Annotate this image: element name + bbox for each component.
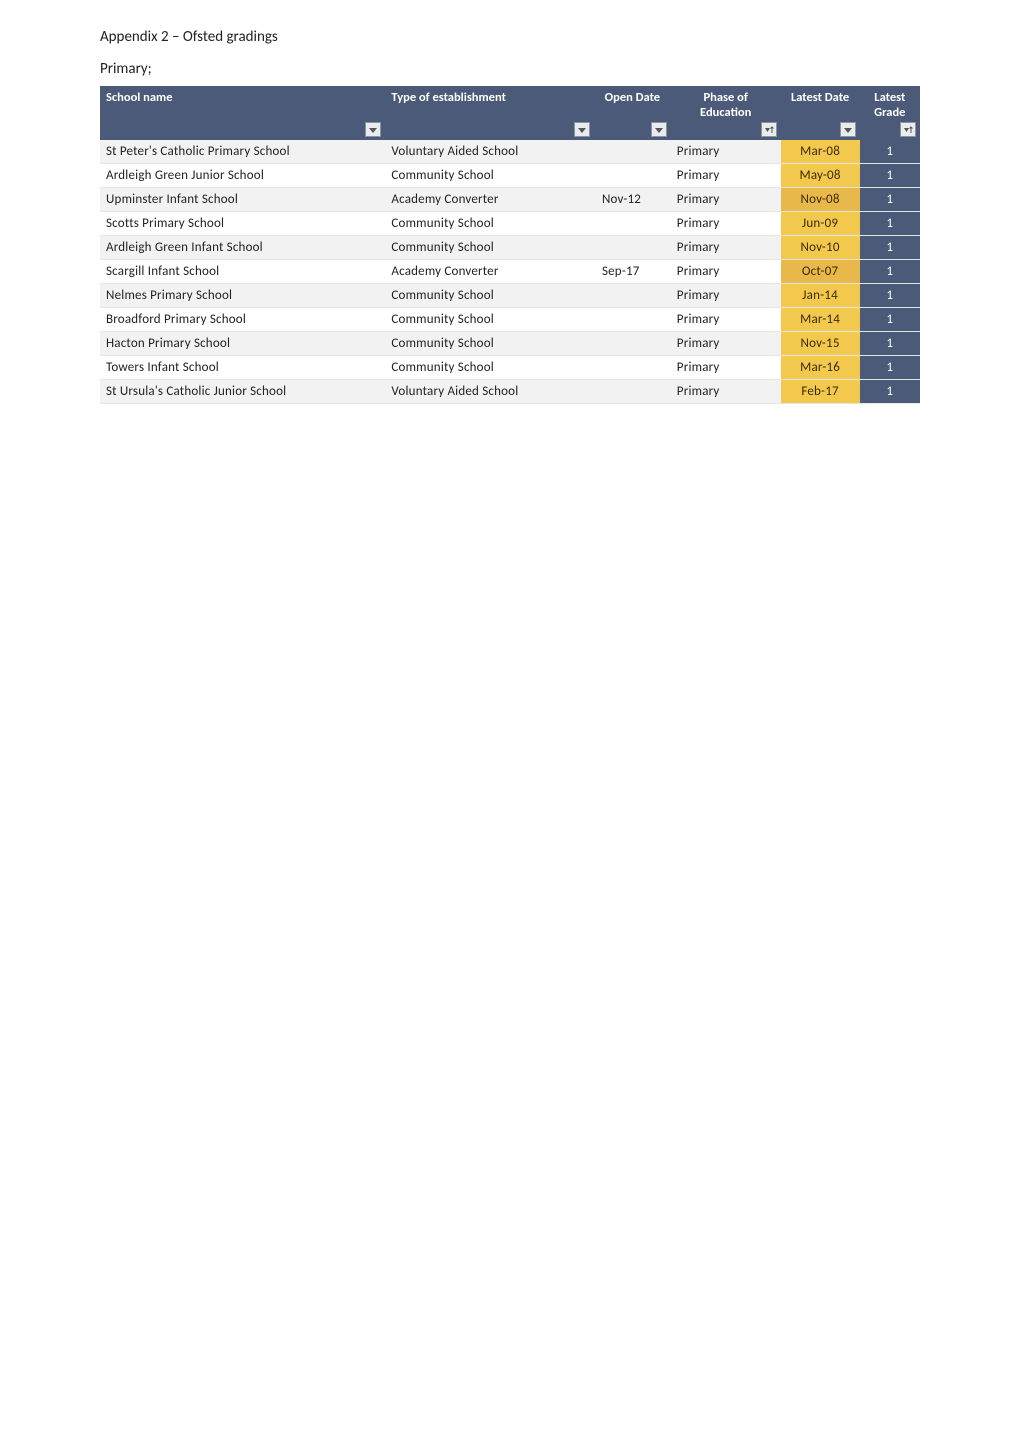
cell-type: Community School bbox=[385, 356, 594, 380]
page-title: Appendix 2 – Ofsted gradings bbox=[100, 28, 920, 46]
cell-latest-date: May-08 bbox=[781, 164, 860, 188]
cell-open-date bbox=[594, 140, 671, 164]
table-row: Nelmes Primary SchoolCommunity School Pri… bbox=[100, 284, 920, 308]
filter-dropdown-icon[interactable] bbox=[365, 122, 381, 137]
cell-type: Community School bbox=[385, 212, 594, 236]
table-row: Scotts Primary SchoolCommunity School Pri… bbox=[100, 212, 920, 236]
cell-open-date bbox=[594, 236, 671, 260]
cell-type: Voluntary Aided School bbox=[385, 140, 594, 164]
cell-type: Community School bbox=[385, 164, 594, 188]
cell-school-name: Broadford Primary School bbox=[100, 308, 385, 332]
cell-latest-grade: 1 bbox=[860, 236, 920, 260]
table-row: Scargill Infant SchoolAcademy ConverterS… bbox=[100, 260, 920, 284]
cell-latest-date: Mar-08 bbox=[781, 140, 860, 164]
cell-latest-date: Oct-07 bbox=[781, 260, 860, 284]
cell-school-name: Scotts Primary School bbox=[100, 212, 385, 236]
cell-phase: Primary bbox=[671, 284, 781, 308]
cell-school-name: St Ursula's Catholic Junior School bbox=[100, 380, 385, 404]
ofsted-table: School name Type of establishment Open D… bbox=[100, 86, 920, 404]
table-row: Hacton Primary SchoolCommunity School Pri… bbox=[100, 332, 920, 356]
col-school-name: School name bbox=[100, 86, 385, 122]
cell-phase: Primary bbox=[671, 212, 781, 236]
cell-latest-date: Nov-10 bbox=[781, 236, 860, 260]
cell-open-date bbox=[594, 308, 671, 332]
cell-phase: Primary bbox=[671, 188, 781, 212]
cell-open-date bbox=[594, 380, 671, 404]
col-latest-date: Latest Date bbox=[781, 86, 860, 122]
cell-type: Community School bbox=[385, 236, 594, 260]
cell-phase: Primary bbox=[671, 356, 781, 380]
cell-open-date bbox=[594, 332, 671, 356]
cell-type: Academy Converter bbox=[385, 188, 594, 212]
cell-latest-grade: 1 bbox=[860, 260, 920, 284]
filter-row bbox=[100, 122, 920, 140]
cell-phase: Primary bbox=[671, 140, 781, 164]
filter-dropdown-icon[interactable] bbox=[840, 122, 856, 137]
cell-latest-date: Jan-14 bbox=[781, 284, 860, 308]
table-row: Towers Infant SchoolCommunity School Prim… bbox=[100, 356, 920, 380]
filter-sort-icon[interactable] bbox=[761, 122, 777, 137]
cell-latest-grade: 1 bbox=[860, 212, 920, 236]
cell-latest-grade: 1 bbox=[860, 332, 920, 356]
cell-open-date bbox=[594, 356, 671, 380]
cell-latest-date: Nov-08 bbox=[781, 188, 860, 212]
cell-latest-grade: 1 bbox=[860, 188, 920, 212]
cell-open-date: Sep-17 bbox=[594, 260, 671, 284]
cell-phase: Primary bbox=[671, 380, 781, 404]
cell-school-name: Towers Infant School bbox=[100, 356, 385, 380]
cell-type: Community School bbox=[385, 332, 594, 356]
cell-school-name: Scargill Infant School bbox=[100, 260, 385, 284]
cell-latest-grade: 1 bbox=[860, 164, 920, 188]
cell-latest-date: Jun-09 bbox=[781, 212, 860, 236]
cell-school-name: Upminster Infant School bbox=[100, 188, 385, 212]
filter-dropdown-icon[interactable] bbox=[651, 122, 667, 137]
filter-dropdown-icon[interactable] bbox=[574, 122, 590, 137]
cell-school-name: St Peter's Catholic Primary School bbox=[100, 140, 385, 164]
cell-phase: Primary bbox=[671, 260, 781, 284]
cell-latest-date: Mar-16 bbox=[781, 356, 860, 380]
cell-latest-grade: 1 bbox=[860, 284, 920, 308]
header-row: School name Type of establishment Open D… bbox=[100, 86, 920, 122]
table-row: St Ursula's Catholic Junior SchoolVolunt… bbox=[100, 380, 920, 404]
cell-school-name: Nelmes Primary School bbox=[100, 284, 385, 308]
filter-sort-icon[interactable] bbox=[900, 122, 916, 137]
cell-latest-date: Mar-14 bbox=[781, 308, 860, 332]
table-row: St Peter's Catholic Primary SchoolVolunt… bbox=[100, 140, 920, 164]
cell-school-name: Ardleigh Green Junior School bbox=[100, 164, 385, 188]
table-row: Broadford Primary SchoolCommunity School… bbox=[100, 308, 920, 332]
cell-latest-grade: 1 bbox=[860, 140, 920, 164]
cell-phase: Primary bbox=[671, 236, 781, 260]
table-row: Upminster Infant SchoolAcademy Converter… bbox=[100, 188, 920, 212]
cell-school-name: Hacton Primary School bbox=[100, 332, 385, 356]
cell-type: Academy Converter bbox=[385, 260, 594, 284]
cell-open-date bbox=[594, 212, 671, 236]
col-latest-grade: Latest Grade bbox=[860, 86, 920, 122]
cell-school-name: Ardleigh Green Infant School bbox=[100, 236, 385, 260]
col-type: Type of establishment bbox=[385, 86, 594, 122]
cell-type: Voluntary Aided School bbox=[385, 380, 594, 404]
cell-type: Community School bbox=[385, 284, 594, 308]
cell-latest-grade: 1 bbox=[860, 380, 920, 404]
cell-open-date: Nov-12 bbox=[594, 188, 671, 212]
cell-open-date bbox=[594, 284, 671, 308]
col-open-date: Open Date bbox=[594, 86, 671, 122]
cell-open-date bbox=[594, 164, 671, 188]
table-row: Ardleigh Green Infant SchoolCommunity Sc… bbox=[100, 236, 920, 260]
col-phase: Phase of Education bbox=[671, 86, 781, 122]
cell-latest-date: Nov-15 bbox=[781, 332, 860, 356]
cell-phase: Primary bbox=[671, 164, 781, 188]
cell-type: Community School bbox=[385, 308, 594, 332]
cell-phase: Primary bbox=[671, 308, 781, 332]
table-row: Ardleigh Green Junior SchoolCommunity Sc… bbox=[100, 164, 920, 188]
cell-latest-grade: 1 bbox=[860, 308, 920, 332]
cell-phase: Primary bbox=[671, 332, 781, 356]
cell-latest-grade: 1 bbox=[860, 356, 920, 380]
cell-latest-date: Feb-17 bbox=[781, 380, 860, 404]
section-label: Primary; bbox=[100, 60, 920, 78]
